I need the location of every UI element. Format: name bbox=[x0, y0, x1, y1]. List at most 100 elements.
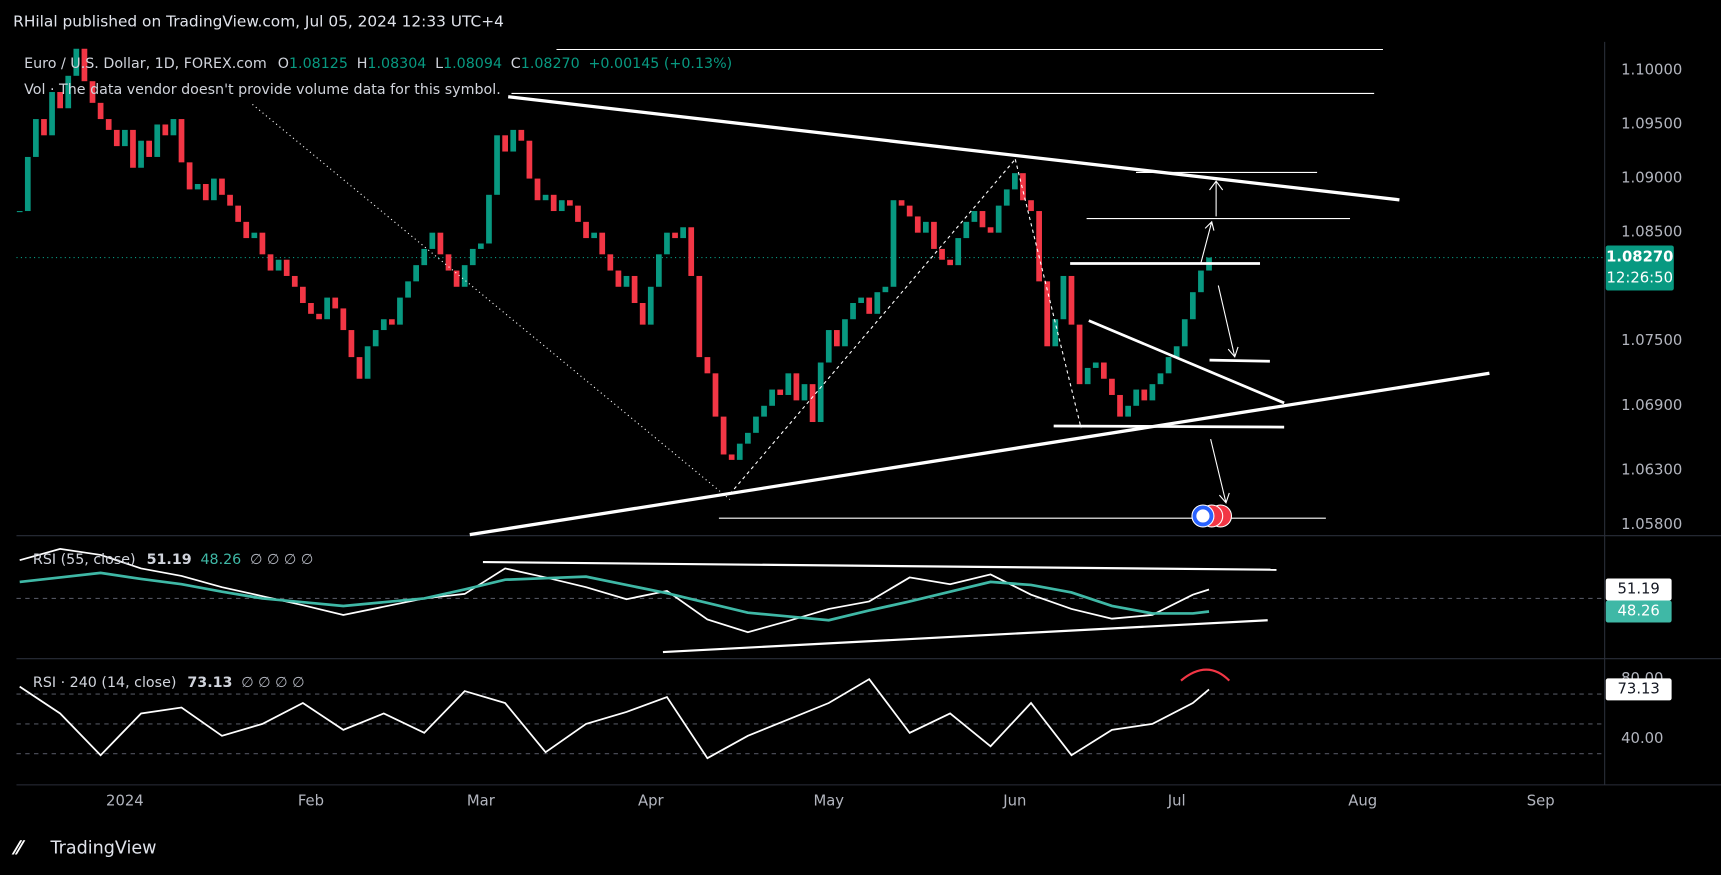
price-tags: 1.08270 12:26:50 51.19 48.26 73.13 bbox=[1605, 245, 1674, 701]
candle bbox=[672, 232, 678, 239]
y-tick-label: 1.06900 bbox=[1621, 397, 1682, 414]
symbol-title: Euro / U.S. Dollar, 1D, FOREX.com bbox=[24, 56, 267, 72]
candle bbox=[510, 129, 517, 152]
candle bbox=[65, 75, 72, 109]
candle bbox=[720, 416, 727, 455]
candle bbox=[413, 265, 419, 282]
candle bbox=[583, 221, 589, 239]
candle bbox=[534, 178, 541, 201]
candle bbox=[1044, 281, 1051, 347]
rsi-line bbox=[19, 548, 1210, 634]
candle bbox=[712, 373, 719, 417]
candle bbox=[1173, 346, 1180, 358]
candle bbox=[372, 330, 379, 347]
candle bbox=[1068, 275, 1075, 325]
candle bbox=[421, 248, 428, 266]
value-tag-label: 51.19 bbox=[1617, 581, 1659, 598]
candle bbox=[842, 319, 848, 347]
trendline bbox=[507, 95, 1400, 202]
x-tick-label: Aug bbox=[1348, 792, 1377, 809]
candle bbox=[922, 221, 929, 233]
last-price-label: 1.08270 bbox=[1606, 249, 1673, 266]
candle bbox=[340, 308, 347, 331]
candle bbox=[461, 265, 468, 287]
candle bbox=[202, 183, 209, 201]
rsi-legend: RSI (55, close) 51.19 48.26 ∅ ∅ ∅ ∅ bbox=[33, 552, 313, 568]
x-tick-label: Sep bbox=[1527, 792, 1555, 809]
candle bbox=[1036, 211, 1042, 282]
candle bbox=[656, 254, 662, 287]
data-layer: 2024 Feb Mar Apr May Jun Jul Aug Sep 1.10000 1.095… bbox=[16, 48, 1682, 809]
candle bbox=[453, 270, 460, 287]
countdown: 12:26:50 bbox=[1607, 269, 1673, 286]
candle bbox=[81, 48, 88, 82]
rsi-ma-value: 48.26 bbox=[200, 552, 241, 568]
candle bbox=[130, 129, 136, 168]
candle bbox=[138, 140, 144, 168]
candle bbox=[866, 297, 873, 314]
candle bbox=[971, 211, 978, 222]
candle bbox=[33, 119, 39, 157]
arrow bbox=[1200, 220, 1215, 264]
quote-key: H bbox=[357, 56, 368, 72]
x-tick-label: Mar bbox=[467, 792, 496, 809]
candle bbox=[939, 248, 945, 260]
candle bbox=[955, 238, 962, 266]
candle bbox=[219, 178, 225, 195]
candle bbox=[211, 178, 217, 201]
candle bbox=[736, 443, 743, 460]
candle bbox=[308, 303, 314, 314]
rsi-line bbox=[19, 678, 1210, 760]
rsi-trendline bbox=[662, 619, 1268, 654]
event-flag-icon bbox=[1196, 509, 1210, 523]
candle bbox=[688, 227, 695, 276]
candle bbox=[178, 119, 185, 163]
candle bbox=[1052, 319, 1059, 347]
quote-value: 1.08094 bbox=[443, 56, 502, 72]
candle bbox=[1020, 173, 1026, 201]
candle bbox=[316, 313, 322, 320]
candle bbox=[283, 259, 290, 276]
quote-value: 1.08270 bbox=[521, 56, 580, 72]
x-tick-label: Jul bbox=[1167, 792, 1186, 809]
candle bbox=[1117, 394, 1123, 417]
candle bbox=[1028, 200, 1034, 212]
candle bbox=[753, 416, 759, 433]
legend-main: Euro / U.S. Dollar, 1D, FOREX.com O1.0812… bbox=[24, 56, 732, 72]
candle bbox=[761, 405, 767, 417]
level-line bbox=[1209, 358, 1270, 363]
candle bbox=[89, 81, 96, 103]
candle bbox=[550, 194, 557, 212]
candle bbox=[332, 297, 339, 309]
candle bbox=[437, 232, 444, 255]
candle bbox=[623, 275, 630, 287]
candle bbox=[664, 232, 670, 255]
candle bbox=[57, 92, 64, 109]
drawings bbox=[252, 48, 1490, 682]
candle bbox=[526, 140, 533, 179]
candle bbox=[1181, 319, 1188, 347]
rsi-trendline bbox=[482, 560, 1277, 571]
candle bbox=[1133, 389, 1140, 406]
candle bbox=[931, 221, 937, 249]
candle bbox=[397, 297, 403, 325]
rsi-value: 51.19 bbox=[147, 552, 192, 568]
candle bbox=[1189, 292, 1196, 320]
candle bbox=[154, 124, 161, 157]
candle bbox=[647, 286, 654, 325]
candle bbox=[122, 129, 128, 147]
candle bbox=[1141, 389, 1148, 401]
candle bbox=[194, 183, 201, 190]
candle bbox=[494, 135, 500, 195]
quote-change: +0.00145 (+0.13%) bbox=[588, 56, 732, 72]
candle bbox=[162, 124, 169, 136]
candle bbox=[300, 286, 306, 304]
candle bbox=[785, 373, 792, 395]
candle bbox=[575, 205, 581, 222]
level-line bbox=[1053, 424, 1285, 429]
candle bbox=[631, 275, 638, 304]
candle bbox=[1076, 324, 1083, 385]
candle bbox=[914, 216, 921, 233]
